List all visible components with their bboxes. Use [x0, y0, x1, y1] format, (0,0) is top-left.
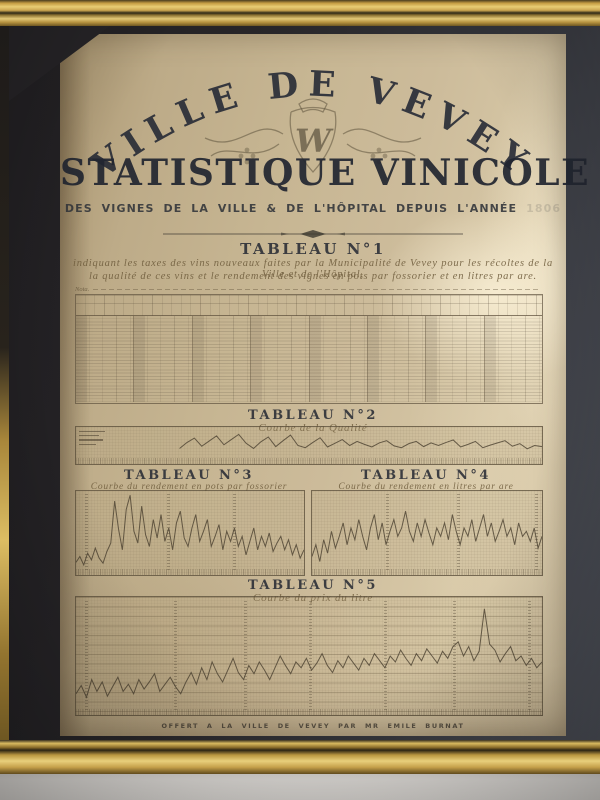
arch-title-group: VILLE DE VEVEY W	[84, 63, 533, 186]
table-column-group	[308, 316, 367, 402]
frame-top-rail	[0, 0, 600, 26]
tableau1-script-line1: indiquant les taxes des vins nouveaux fa…	[72, 258, 553, 280]
scale-column	[385, 493, 389, 573]
statistics-table	[75, 294, 543, 404]
yield-litres-year-axis	[312, 569, 542, 575]
tableau3-title: TABLEAU N°3	[124, 468, 254, 483]
tableau1-title: TABLEAU N°1	[240, 240, 386, 258]
table-column-group	[191, 316, 251, 402]
scale-column	[528, 600, 532, 712]
grape-cluster-left	[238, 147, 256, 165]
tableau4-subtitle: Courbe du rendement en litres par are	[338, 482, 514, 492]
tableau3-subtitle: Courbe du rendement en pots par fossorie…	[90, 482, 288, 492]
crest-monogram: W	[295, 122, 334, 160]
scale-column	[456, 493, 460, 573]
table-column-group	[425, 316, 484, 402]
tableau2-title: TABLEAU N°2	[248, 408, 378, 423]
yield-pots-curve-svg	[76, 491, 304, 575]
divider-ornament	[60, 230, 566, 238]
table-column-group	[250, 316, 309, 402]
scale-column	[535, 493, 539, 573]
price-curve-svg	[76, 597, 542, 715]
tableau5-title: TABLEAU N°5	[248, 578, 378, 593]
tableau5-subtitle: Courbe du prix du litre	[60, 592, 566, 604]
yield-litres-curve-svg	[312, 491, 542, 575]
quality-year-axis	[76, 458, 542, 464]
frame-left-rail	[0, 26, 9, 740]
main-title: STATISTIQUE VINICOLE	[60, 152, 591, 194]
divider-svg	[163, 230, 463, 238]
scale-column	[167, 493, 171, 573]
credit-line: OFFERT A LA VILLE DE VEVEY PAR MR EMILE …	[161, 722, 465, 730]
yield-pots-chart	[75, 490, 305, 576]
scale-column	[85, 493, 89, 573]
scale-column	[173, 600, 177, 712]
scale-column	[383, 600, 387, 712]
tableau1-script-line2: la qualité de ces vins et le rendement d…	[89, 271, 537, 282]
poster-subtitle: DES VIGNES DE LA VILLE & DE L'HÔPITAL DE…	[60, 202, 566, 215]
scale-column	[453, 600, 457, 712]
quality-curve-svg	[76, 427, 542, 464]
table-column-group	[483, 316, 542, 402]
subtitle-year-faded: 1806	[526, 202, 562, 215]
tableau4-title: TABLEAU N°4	[361, 468, 491, 483]
table-column-group	[76, 316, 134, 402]
scale-column	[233, 493, 237, 573]
scale-column	[309, 600, 312, 712]
nota-line: Nota.	[75, 286, 541, 293]
table-body	[76, 316, 542, 402]
quality-scale-labels	[79, 431, 105, 445]
yield-pots-year-axis	[76, 569, 304, 575]
table-header-band	[76, 295, 542, 316]
quality-chart	[75, 426, 543, 465]
table-column-group	[366, 316, 426, 402]
nota-word: Nota.	[75, 286, 90, 293]
scale-column	[243, 600, 247, 712]
price-year-axis	[76, 709, 542, 715]
price-chart	[75, 596, 543, 716]
table-column-group	[133, 316, 192, 402]
grape-cluster-right	[370, 147, 388, 165]
yield-litres-chart	[311, 490, 543, 576]
poster-sheet: VILLE DE VEVEY W STATISTIQUE VINICOL	[60, 34, 591, 736]
scale-column	[85, 600, 89, 712]
nota-illegible-text	[93, 289, 541, 290]
subtitle-text: DES VIGNES DE LA VILLE & DE L'HÔPITAL DE…	[64, 202, 518, 215]
tableau2-subtitle: Courbe de la Qualité	[60, 422, 566, 434]
frame-bottom-rail	[0, 740, 600, 774]
crest-ornament: W	[204, 98, 422, 173]
